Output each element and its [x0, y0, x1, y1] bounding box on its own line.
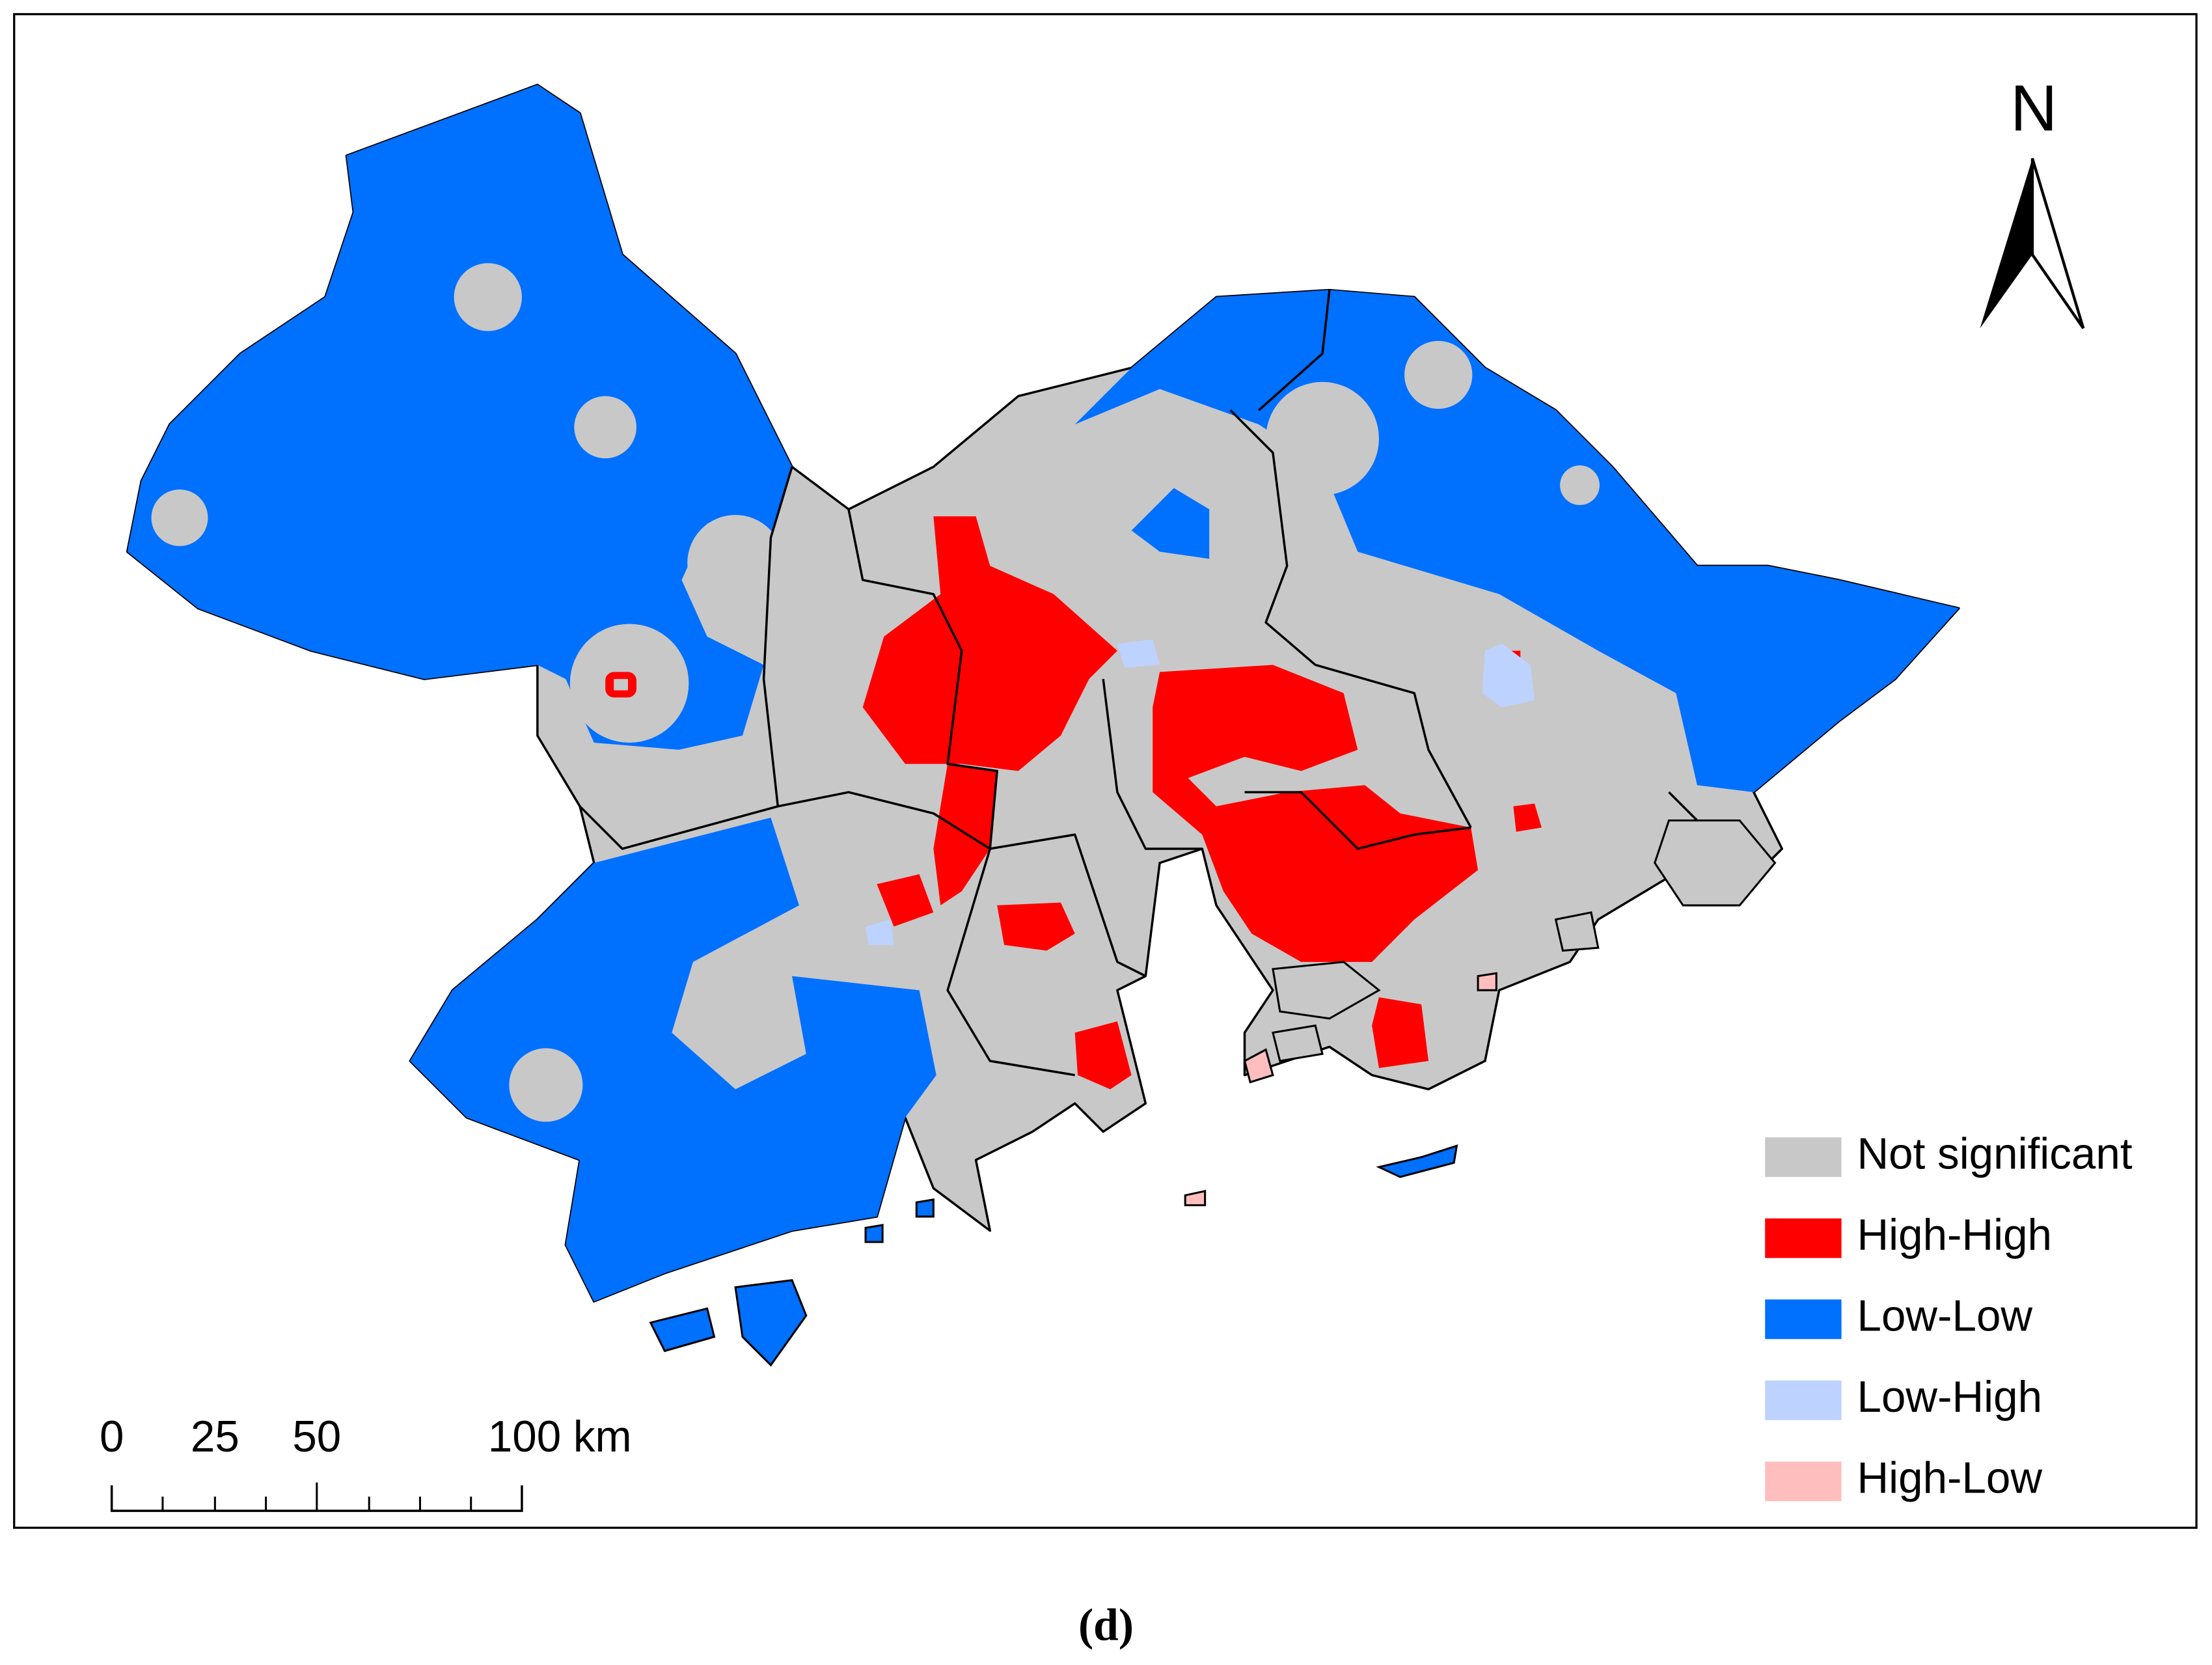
scale-bar: 0 25 50 100 km: [100, 1412, 632, 1512]
scale-label: 50: [292, 1412, 341, 1461]
low-low-west: [127, 85, 793, 750]
map: [126, 83, 1960, 1367]
scale-ticks: [161, 1482, 472, 1511]
legend-swatch: [1765, 1218, 1842, 1258]
low-high-areas: [866, 639, 1535, 945]
legend-swatch: [1765, 1380, 1842, 1420]
scale-label: 25: [191, 1412, 239, 1461]
legend: Not significant High-High Low-Low Low-High H…: [1765, 1130, 2133, 1503]
legend-label: Low-High: [1857, 1373, 2043, 1422]
scale-label: 100 km: [488, 1412, 632, 1461]
north-arrow-left: [1980, 158, 2032, 329]
legend-label: High-High: [1857, 1211, 2053, 1259]
legend-label: Low-Low: [1857, 1292, 2033, 1341]
high-low-areas: [1184, 972, 1497, 1207]
islands-grey: [1272, 819, 1777, 1062]
low-low-inner: [1131, 488, 1210, 559]
not-significant-spot: [614, 679, 628, 691]
legend-swatch: [1765, 1137, 1842, 1177]
islands: [649, 1144, 1458, 1367]
caption: (d): [1078, 1601, 1134, 1651]
legend-label: Not significant: [1857, 1130, 2133, 1179]
low-low-southwest: [410, 818, 936, 1302]
boundaries: [579, 290, 1741, 1077]
legend-label: High-Low: [1857, 1454, 2043, 1503]
scale-label: 0: [100, 1412, 124, 1461]
north-arrow: N: [1980, 72, 2085, 329]
north-label: N: [2010, 72, 2057, 144]
north-arrow-right: [2030, 158, 2085, 329]
legend-swatch: [1765, 1461, 1842, 1502]
legend-swatch: [1765, 1299, 1842, 1340]
